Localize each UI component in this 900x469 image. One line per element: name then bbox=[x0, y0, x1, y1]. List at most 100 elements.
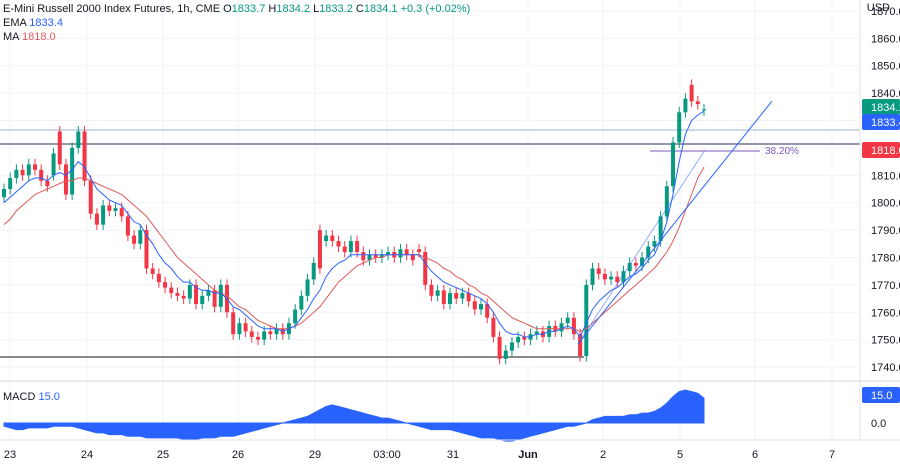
candle-up bbox=[101, 205, 106, 225]
macd-badge: 15.0 bbox=[871, 390, 892, 402]
macd-badge-bg bbox=[862, 387, 900, 403]
price-badge: 1834.1 bbox=[871, 102, 900, 114]
candle-up bbox=[206, 290, 211, 296]
ma-badge-bg bbox=[862, 142, 900, 158]
candle-up bbox=[237, 323, 242, 335]
candle-down bbox=[578, 334, 583, 357]
x-tick-label: 7 bbox=[829, 449, 835, 461]
trend-lines bbox=[577, 100, 773, 345]
open-value: 1833.7 bbox=[231, 3, 266, 15]
candle-up bbox=[398, 249, 403, 258]
ema-legend[interactable]: EMA 1833.4 bbox=[3, 17, 63, 29]
candle-up bbox=[379, 254, 384, 258]
candle-up bbox=[646, 246, 651, 258]
y-tick-label: 1870.0 bbox=[871, 6, 900, 18]
candle-up bbox=[367, 254, 372, 261]
macd-label: MACD bbox=[3, 391, 36, 403]
candle-down bbox=[132, 235, 137, 244]
candle-up bbox=[70, 147, 75, 195]
price-badges: 1834.1 1833.4 1818.0 15.0 bbox=[862, 99, 900, 403]
y-tick-label: 1750.0 bbox=[871, 335, 900, 347]
candle-up bbox=[516, 336, 521, 343]
x-tick-label: 5 bbox=[677, 449, 683, 461]
candle-up bbox=[640, 257, 645, 266]
candle-down bbox=[231, 312, 236, 335]
open-label: O bbox=[223, 3, 232, 15]
candle-up bbox=[448, 293, 453, 305]
candle-down bbox=[633, 262, 638, 266]
low-label: L bbox=[313, 3, 320, 15]
ema-badge: 1833.4 bbox=[871, 117, 900, 129]
candle-down bbox=[175, 293, 180, 296]
ma-legend[interactable]: MA 1818.0 bbox=[3, 31, 56, 43]
candle-down bbox=[373, 254, 378, 258]
currency-label: USD bbox=[866, 2, 890, 14]
candle-up bbox=[311, 262, 316, 280]
candle-down bbox=[150, 268, 155, 274]
candle-down bbox=[410, 254, 415, 261]
x-tick-label: 24 bbox=[81, 449, 93, 461]
candle-down bbox=[212, 290, 217, 307]
candle-up bbox=[113, 208, 118, 211]
candle-up bbox=[652, 241, 657, 247]
candle-up bbox=[187, 284, 192, 299]
candle-up bbox=[460, 293, 465, 299]
y-tick-label: 1810.0 bbox=[871, 170, 900, 182]
candle-up bbox=[348, 241, 353, 252]
candles bbox=[2, 79, 706, 365]
macd-value: 15.0 bbox=[38, 391, 60, 403]
y-tick-label: 1840.0 bbox=[871, 88, 900, 100]
candle-up bbox=[8, 178, 13, 189]
candle-up bbox=[76, 131, 81, 148]
candle-down bbox=[491, 317, 496, 337]
candle-down bbox=[20, 169, 25, 176]
candle-down bbox=[522, 336, 527, 340]
candle-down bbox=[355, 241, 360, 252]
candle-down bbox=[454, 293, 459, 299]
candle-up bbox=[565, 317, 570, 324]
candle-down bbox=[404, 249, 409, 255]
close-value: 1834.1 bbox=[363, 3, 398, 15]
symbol-legend: E-Mini Russell 2000 Index Futures, 1h, C… bbox=[3, 3, 470, 15]
ema-value: 1833.4 bbox=[29, 17, 63, 29]
ema-label: EMA bbox=[3, 17, 27, 29]
x-tick-label: 29 bbox=[309, 449, 321, 461]
fib-label: 38.20% bbox=[765, 146, 799, 157]
macd-legend[interactable]: MACD 15.0 bbox=[3, 391, 60, 403]
x-tick-label: Jun bbox=[518, 449, 538, 461]
high-value: 1834.2 bbox=[276, 3, 310, 15]
close-label: C bbox=[355, 3, 364, 15]
candle-down bbox=[417, 249, 422, 252]
candle-up bbox=[51, 153, 56, 176]
candle-up bbox=[683, 98, 688, 113]
candle-down bbox=[571, 317, 576, 335]
symbol-name: E-Mini Russell 2000 Index Futures, 1h, C… bbox=[3, 3, 221, 15]
candle-up bbox=[559, 323, 564, 332]
candle-up bbox=[138, 230, 143, 244]
candle-down bbox=[441, 290, 446, 305]
candle-up bbox=[627, 262, 632, 272]
x-tick-label: 2 bbox=[600, 449, 606, 461]
price-badge-bg bbox=[862, 99, 900, 115]
y-tick-label: 1850.0 bbox=[871, 61, 900, 73]
candle-down bbox=[342, 246, 347, 252]
candle-down bbox=[466, 293, 471, 302]
x-tick-label: 23 bbox=[4, 449, 16, 461]
candle-down bbox=[88, 180, 93, 214]
ema-line bbox=[3, 110, 705, 338]
candle-down bbox=[107, 205, 112, 211]
candle-down bbox=[63, 164, 68, 195]
candle-down bbox=[45, 180, 50, 187]
ema-badge-bg bbox=[862, 114, 900, 130]
candle-down bbox=[602, 273, 607, 280]
change-value: +0.3 (+0.02%) bbox=[400, 3, 471, 15]
high-label: H bbox=[268, 3, 277, 15]
candle-up bbox=[702, 109, 706, 111]
y-tick-label: 1860.0 bbox=[871, 33, 900, 45]
ma-value: 1818.0 bbox=[21, 31, 56, 43]
candle-up bbox=[664, 186, 669, 217]
candle-down bbox=[57, 131, 62, 165]
x-tick-label: 25 bbox=[157, 449, 169, 461]
candle-up bbox=[534, 331, 539, 335]
trendline-lower bbox=[577, 149, 706, 345]
